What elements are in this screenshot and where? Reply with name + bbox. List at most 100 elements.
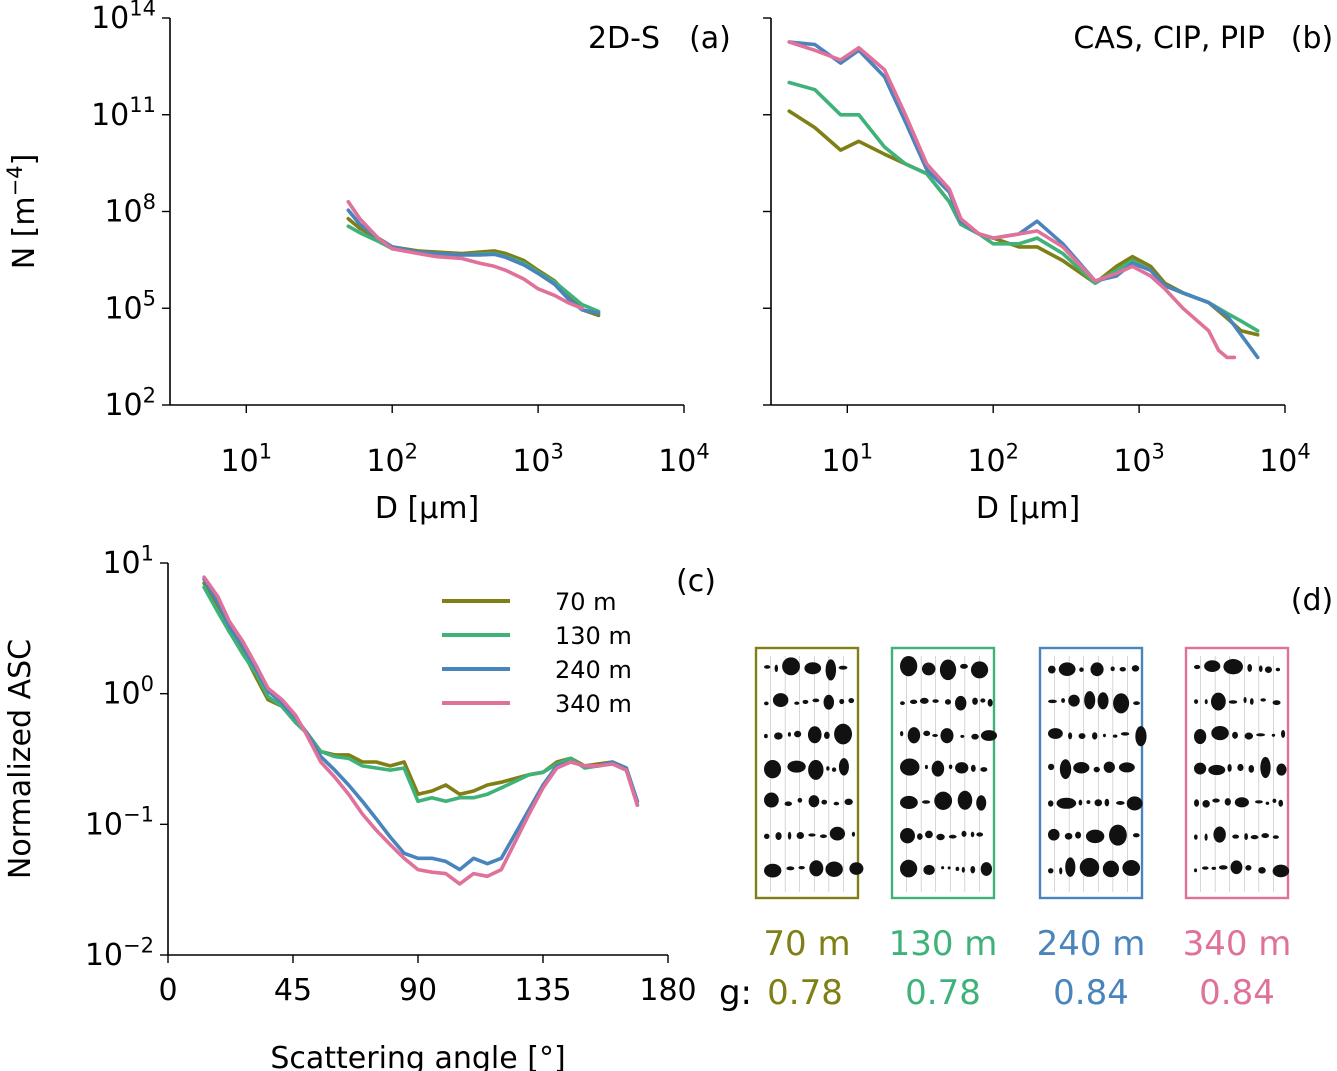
ice-particle [764,833,770,840]
x-tick-label-base: 10 [822,444,860,479]
y-tick-label: 1014 [91,0,156,36]
ice-particle [1194,834,1198,840]
ice-particle [764,665,771,669]
ice-particle [774,732,783,740]
ice-particle [1265,801,1270,805]
x-tick-label-exp: 1 [259,439,272,463]
ice-particle [1272,864,1290,878]
ice-particle [1211,725,1229,741]
panel-a: D [µm] N [m−4] 2D-S (a) [3,17,731,526]
ice-particle [802,699,809,705]
y-tick-label: 105 [104,287,156,327]
series-line-340m [346,200,584,311]
x-tick-label-base: 10 [967,444,1005,479]
x-axis-label: D [µm] [976,491,1080,526]
ice-particle [1204,660,1221,672]
ice-particle [1264,666,1272,673]
ice-particle [1247,663,1253,672]
ice-particle [1208,764,1226,776]
ice-particle [782,657,800,676]
series-line-340m [787,40,1237,360]
ice-particle [1110,666,1115,672]
ice-particle [831,767,837,772]
y-tick-label-exp: −2 [123,933,154,957]
ice-particle [960,663,968,669]
ice-particle [1223,659,1243,675]
ice-particle [1204,833,1208,841]
ice-particle [1048,665,1056,674]
ice-particle [844,798,853,806]
ice-particle [972,697,978,705]
ice-particle [823,694,835,710]
x-tick-label: 0 [158,973,177,1008]
ice-particle [1218,865,1228,870]
ice-particle [961,830,967,837]
y-tick-label-exp: 0 [141,672,154,696]
ice-particle [1059,867,1063,875]
panel-title: CAS, CIP, PIP [1073,21,1265,56]
ice-particle [764,759,782,779]
x-tick-label-exp: 2 [1006,439,1019,463]
ice-particle [1109,824,1127,846]
y-tick-label-base: 10 [91,98,129,133]
x-tick-label-exp: 3 [1152,439,1165,463]
ice-particle [980,862,993,876]
x-tick-label-exp: 2 [405,439,418,463]
ice-particle [1075,831,1082,839]
ice-particle [775,832,782,841]
ice-particle [764,733,768,739]
ice-particle [1122,860,1141,876]
ice-particle [794,701,800,705]
ice-particle [834,723,853,745]
ice-particle [1249,698,1254,705]
ice-particle [932,699,939,703]
ice-particle [838,665,848,670]
ice-particle [808,795,820,808]
x-tick-label-base: 10 [512,444,550,479]
ice-particle [1278,799,1284,807]
x-axis-label: D [µm] [375,491,479,526]
ice-particle [1194,799,1200,807]
ice-particle [970,764,976,772]
ice-particle [900,758,920,776]
ice-particle [1275,667,1281,672]
series-line-130m [202,585,640,808]
y-tick-label: 108 [104,190,156,230]
ice-particle [971,733,979,740]
ice-particle [774,664,779,673]
y-tick-label: 10−1 [85,803,154,843]
ice-particle [917,833,923,840]
series-line-240m [787,40,1260,360]
ice-particle [1048,728,1063,739]
ice-particle [932,733,938,737]
ice-particle [848,697,855,704]
ice-particle [961,866,965,873]
ice-particle [1048,699,1057,704]
ice-particle [1094,799,1103,807]
panel-title: 2D-S [588,21,660,56]
panel-tag: (b) [1291,21,1333,56]
asymmetry-value: 0.78 [767,973,843,1013]
x-tick-label: 101 [221,439,273,479]
ice-particle [804,662,822,675]
ice-particle [948,764,953,770]
ice-particle [970,865,976,874]
x-tick-label-base: 10 [1259,444,1297,479]
altitude-label: 130 m [889,924,998,964]
ice-particle [1104,798,1110,807]
altitude-label: 340 m [1183,924,1292,964]
x-tick-label-exp: 3 [551,439,564,463]
ice-particle [939,659,957,681]
ice-particle [1061,698,1066,703]
x-tick-label-base: 10 [658,444,696,479]
ice-particle [1118,762,1135,773]
x-tick-label: 104 [658,439,710,479]
y-tick-label-exp: 5 [143,287,156,311]
ice-particle [944,699,952,705]
ice-particle [849,862,864,875]
ice-particle [1276,763,1287,776]
ice-particle [786,866,795,871]
ice-particle [1194,868,1198,873]
ice-particle [980,767,988,772]
